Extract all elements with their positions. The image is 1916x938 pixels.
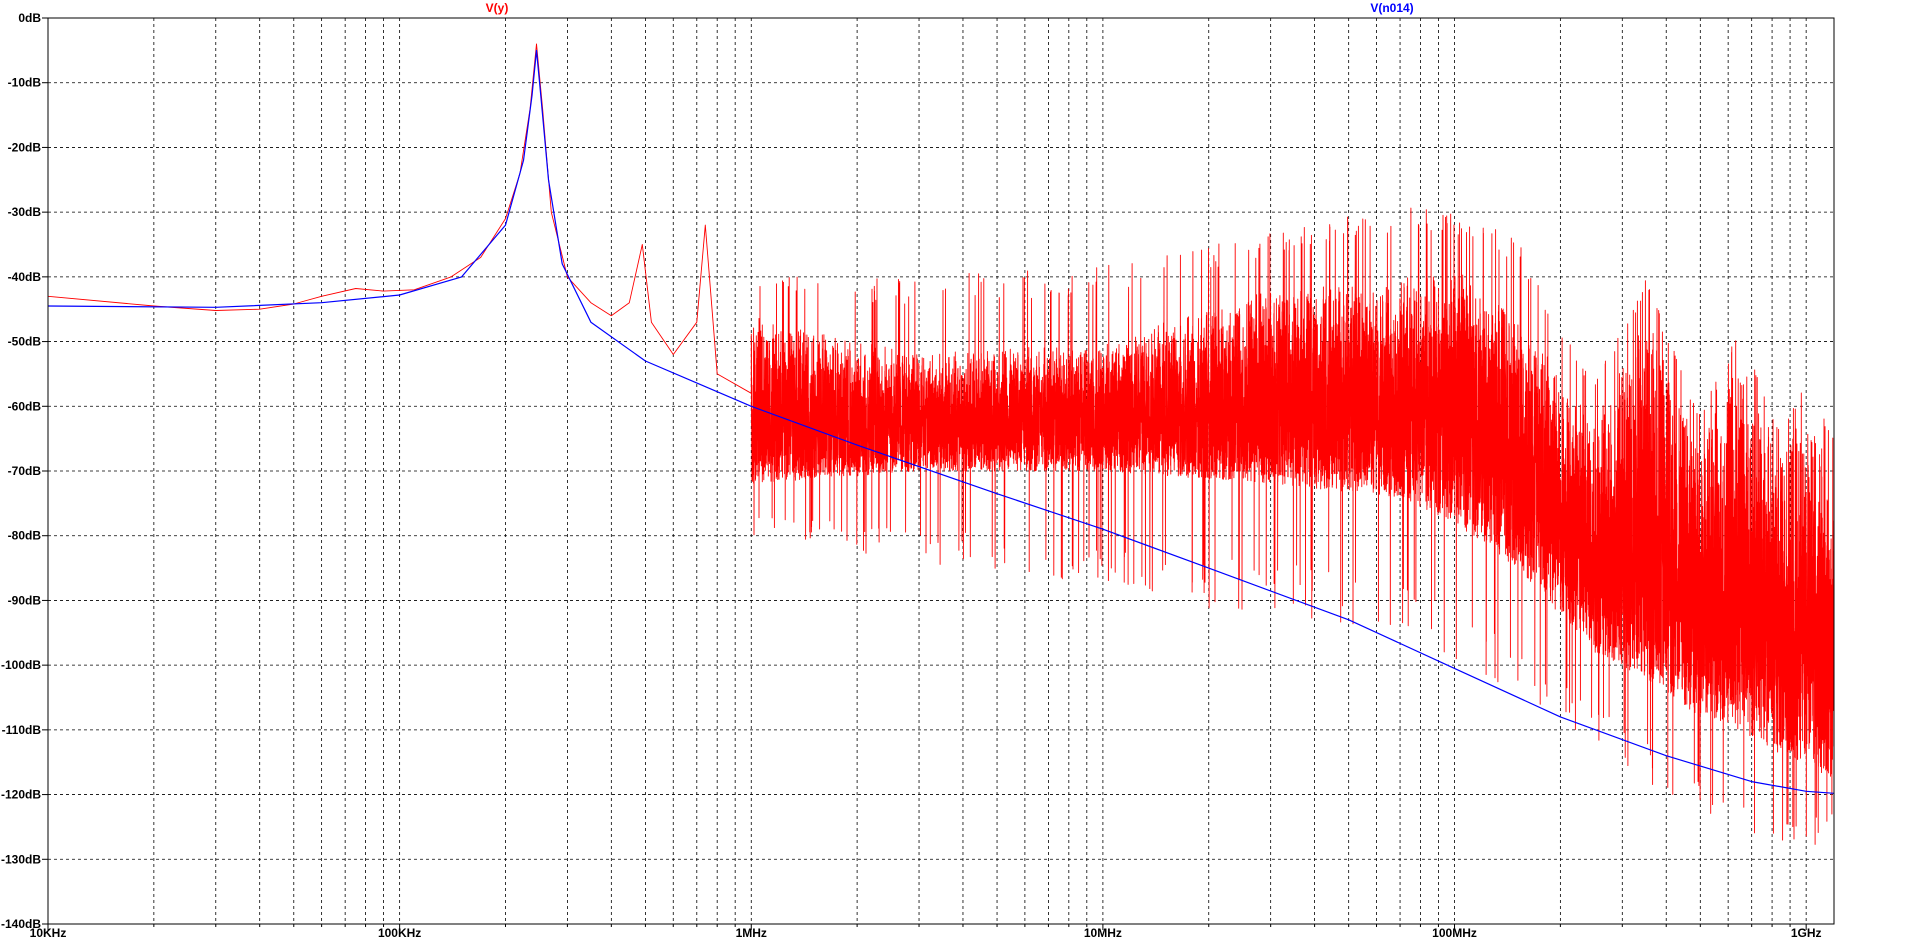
grid-lines	[47, 17, 1834, 925]
y-tick-label: -30dB	[8, 205, 42, 219]
y-tick-label: -70dB	[8, 464, 42, 478]
series-v-y-line	[47, 43, 1835, 845]
y-tick-label: -50dB	[8, 335, 42, 349]
x-tick-label: 100MHz	[1432, 926, 1477, 938]
y-axis-ticks: 0dB -10dB -20dB -30dB -40dB -50dB -60dB -70dB -8…	[1, 11, 48, 931]
y-tick-label: -20dB	[8, 140, 42, 154]
x-tick-label: 10MHz	[1084, 926, 1122, 938]
y-tick-label: -120dB	[1, 788, 41, 802]
y-tick-label: -110dB	[2, 723, 42, 737]
x-tick-label: 10KHz	[30, 926, 67, 938]
plot-area	[47, 43, 1835, 845]
y-tick-label: 0dB	[18, 11, 41, 25]
y-tick-label: -40dB	[8, 270, 42, 284]
y-tick-label: -60dB	[8, 399, 42, 413]
x-tick-label: 1MHz	[736, 926, 767, 938]
x-tick-label: 100KHz	[378, 926, 421, 938]
y-tick-label: -10dB	[8, 76, 42, 90]
y-tick-label: -140dB	[1, 917, 41, 931]
x-axis-ticks: 10KHz 100KHz 1MHz 10MHz 100MHz 1GHz	[30, 924, 1822, 938]
y-tick-label: -130dB	[1, 852, 41, 866]
legend-v-n014: V(n014)	[1370, 1, 1413, 15]
legend-v-y: V(y)	[486, 1, 509, 15]
x-tick-label: 1GHz	[1791, 926, 1822, 938]
y-tick-label: -90dB	[8, 593, 42, 607]
y-tick-label: -100dB	[1, 658, 41, 672]
y-tick-label: -80dB	[8, 529, 42, 543]
series-v-n014-line	[47, 49, 1835, 794]
